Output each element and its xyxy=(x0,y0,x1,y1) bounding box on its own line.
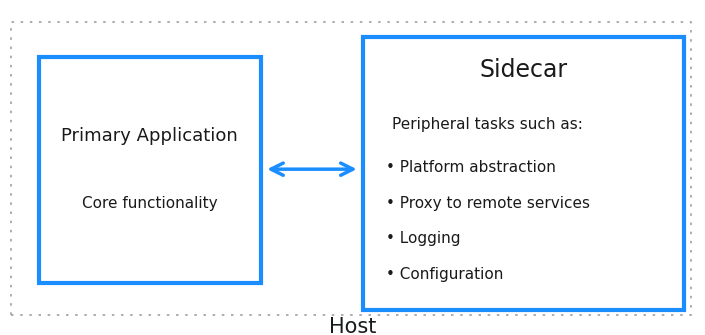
Text: • Proxy to remote services: • Proxy to remote services xyxy=(386,196,589,211)
Bar xyxy=(11,22,691,315)
Text: • Configuration: • Configuration xyxy=(386,267,503,282)
Text: Sidecar: Sidecar xyxy=(479,58,568,82)
Text: • Platform abstraction: • Platform abstraction xyxy=(386,160,556,176)
Text: • Logging: • Logging xyxy=(386,231,460,246)
Text: Peripheral tasks such as:: Peripheral tasks such as: xyxy=(392,117,583,132)
Text: Primary Application: Primary Application xyxy=(61,127,238,145)
Bar xyxy=(363,37,684,310)
Text: Host: Host xyxy=(329,317,376,335)
Text: Core functionality: Core functionality xyxy=(82,196,218,211)
Bar xyxy=(39,57,261,283)
